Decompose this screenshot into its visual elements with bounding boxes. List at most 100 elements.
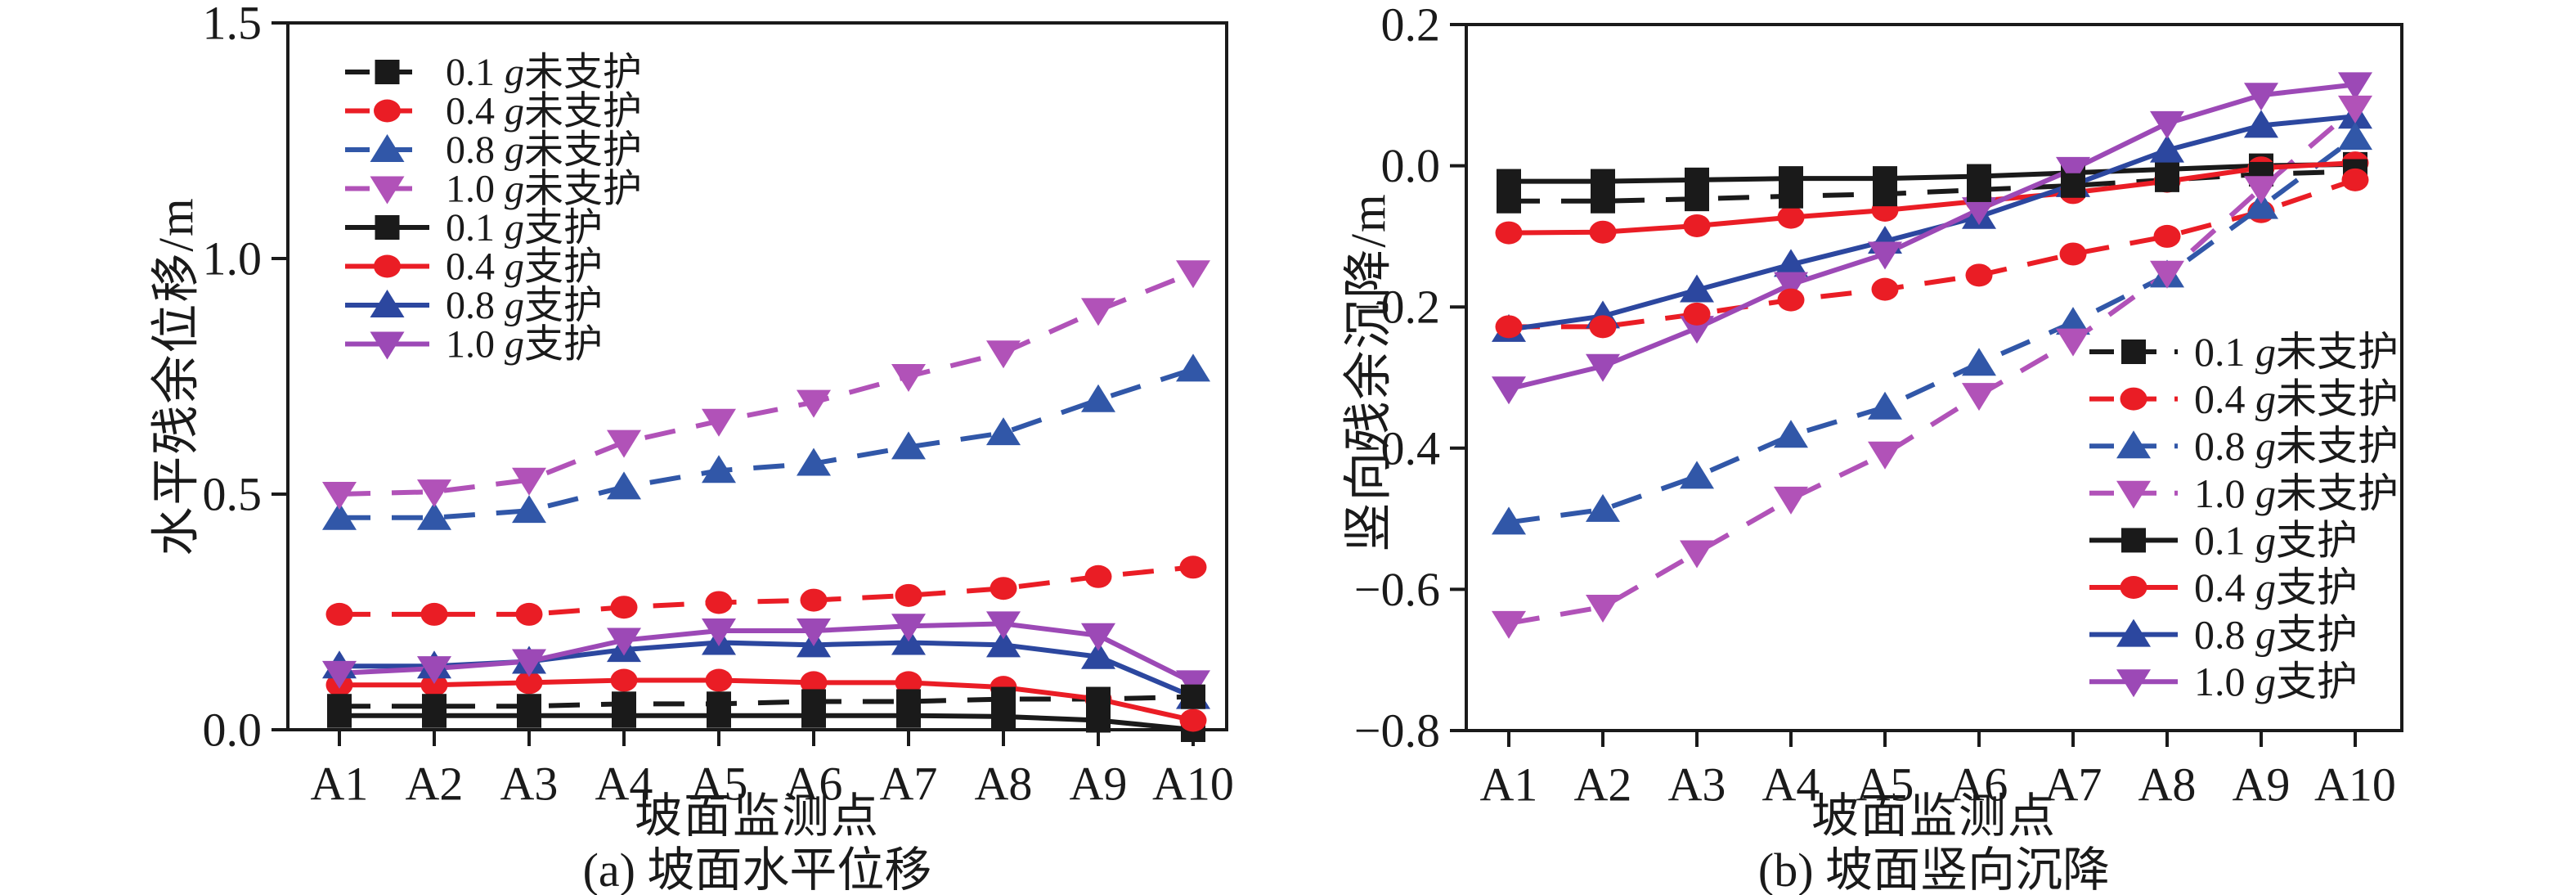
series-marker-0.8 g未支护 xyxy=(2056,307,2090,335)
series-line-0.8 g支护 xyxy=(339,640,1195,699)
series-marker-1.0 g支护 xyxy=(2056,156,2090,185)
series-marker-0.1 g未支护 xyxy=(801,689,826,714)
series-marker-0.4 g未支护 xyxy=(1871,277,1899,301)
series-marker-1.0 g未支护 xyxy=(702,408,736,437)
series-marker-0.8 g未支护 xyxy=(512,495,546,524)
chart-b-xtick-label: A9 xyxy=(2233,758,2291,812)
series-marker-1.0 g未支护 xyxy=(2244,176,2278,205)
series-marker-0.4 g支护 xyxy=(800,671,828,695)
series-marker-0.1 g未支护 xyxy=(1591,188,1615,214)
legend-label-0.1 g未支护: 0.1 g未支护 xyxy=(446,51,642,94)
legend-marker-0.4 g支护 xyxy=(2120,576,2147,599)
series-marker-0.4 g未支护 xyxy=(325,602,353,626)
series-marker-0.8 g未支护 xyxy=(702,455,736,483)
series-marker-1.0 g未支护 xyxy=(512,467,546,496)
legend-marker-0.4 g未支护 xyxy=(374,99,401,123)
series-marker-1.0 g未支护 xyxy=(2338,95,2372,124)
series-marker-0.8 g未支护 xyxy=(891,431,926,460)
series-marker-0.4 g未支护 xyxy=(895,583,922,607)
chart-b-xtick-label: A8 xyxy=(2138,758,2197,812)
series-marker-0.4 g未支护 xyxy=(1683,302,1711,326)
chart-b-xtick-label: A4 xyxy=(1762,758,1820,812)
series-marker-0.4 g未支护 xyxy=(1589,315,1617,339)
series-line-0.4 g支护 xyxy=(339,677,1194,723)
series-marker-0.4 g支护 xyxy=(1589,220,1617,244)
chart-a-xtick-label: A2 xyxy=(406,758,464,811)
chart-a-ytick-label: 0.0 xyxy=(203,704,263,757)
series-marker-0.4 g未支护 xyxy=(705,591,733,614)
series-marker-0.4 g未支护 xyxy=(990,577,1017,600)
series-marker-1.0 g未支护 xyxy=(1176,260,1210,289)
series-marker-1.0 g未支护 xyxy=(1680,540,1714,569)
series-marker-0.1 g未支护 xyxy=(1779,183,1803,209)
series-marker-0.1 g未支护 xyxy=(327,694,352,719)
series-marker-0.8 g未支护 xyxy=(417,501,451,530)
series-marker-0.1 g未支护 xyxy=(1497,188,1521,214)
legend-label-0.1 g支护: 0.1 g支护 xyxy=(446,206,603,250)
series-marker-0.1 g未支护 xyxy=(1967,177,1991,202)
legend-marker-1.0 g未支护 xyxy=(2116,480,2151,509)
legend-marker-0.8 g未支护 xyxy=(2116,430,2151,459)
series-line-0.1 g支护 xyxy=(339,713,1194,732)
chart-b-ytick-label: −0.6 xyxy=(1354,563,1440,616)
series-marker-0.8 g未支护 xyxy=(797,448,831,476)
series-marker-0.4 g支护 xyxy=(515,671,543,695)
series-marker-1.0 g未支护 xyxy=(986,340,1021,369)
y-axis-label-a: 水平残余位移/m xyxy=(149,196,204,556)
series-marker-0.1 g未支护 xyxy=(1685,187,1709,212)
series-marker-0.8 g未支护 xyxy=(986,417,1021,446)
series-marker-0.4 g未支护 xyxy=(1495,315,1523,339)
legend-marker-0.4 g支护 xyxy=(374,254,401,278)
chart-a-xtick-label: A6 xyxy=(785,758,843,811)
legend-marker-0.1 g未支护 xyxy=(2121,340,2146,364)
series-marker-0.4 g支护 xyxy=(1179,708,1207,732)
series-marker-0.4 g支护 xyxy=(1495,221,1523,245)
series-line-0.4 g未支护 xyxy=(1509,178,2356,330)
series-marker-0.8 g支护 xyxy=(1680,274,1714,303)
chart-a-frame xyxy=(286,21,1228,731)
series-marker-0.1 g未支护 xyxy=(1181,684,1205,709)
chart-a-ytick-label: 1.0 xyxy=(203,232,263,286)
chart-a-xtick-label: A10 xyxy=(1152,758,1234,811)
series-line-0.8 g支护 xyxy=(1508,114,2356,332)
panel-caption-b: (b) 坡面竖向沉降 xyxy=(1757,843,2111,895)
series-marker-1.0 g未支护 xyxy=(1774,486,1808,515)
legend-marker-1.0 g支护 xyxy=(2116,669,2151,698)
series-marker-0.8 g未支护 xyxy=(1492,506,1526,535)
legend-label-1.0 g支护: 1.0 g支护 xyxy=(2194,659,2358,704)
series-marker-0.1 g未支护 xyxy=(2155,167,2179,192)
series-marker-0.1 g未支护 xyxy=(1086,686,1111,712)
chart-b-xtick-label: A3 xyxy=(1668,758,1726,812)
legend-label-0.4 g支护: 0.4 g支护 xyxy=(2194,564,2358,610)
series-line-0.1 g未支护 xyxy=(339,694,1194,709)
chart-b-vertical-settlement: 0.2 0.0 −0.2 −0.4 −0.6 −0.8 A1 A2 A3 A4 A5 A6 A7 A8 A9… xyxy=(1354,0,2403,812)
series-marker-1.0 g支护 xyxy=(1774,272,1808,300)
series-marker-0.8 g未支护 xyxy=(607,471,641,500)
legend-label-0.4 g未支护: 0.4 g未支护 xyxy=(2194,376,2399,422)
panel-caption-a: (a) 坡面水平位移 xyxy=(582,843,932,895)
chart-a-xtick-label: A5 xyxy=(690,758,748,811)
series-marker-0.8 g未支护 xyxy=(2244,191,2278,219)
series-line-0.8 g未支护 xyxy=(1508,135,2357,525)
chart-a-horizontal-displacement: 0.0 0.5 1.0 1.5 A1 A2 A3 A4 A5 A6 A7 A8 A9 A10 0.1 g未支… xyxy=(203,0,1234,811)
series-marker-0.1 g未支护 xyxy=(612,691,636,717)
chart-b-xtick-label: A2 xyxy=(1574,758,1632,812)
series-marker-0.4 g未支护 xyxy=(800,588,828,612)
series-marker-0.4 g未支护 xyxy=(2153,224,2181,248)
series-marker-0.4 g未支护 xyxy=(2341,168,2369,191)
series-marker-0.4 g未支护 xyxy=(420,602,448,626)
legend-marker-0.1 g支护 xyxy=(2121,528,2146,553)
series-marker-0.4 g支护 xyxy=(895,671,922,695)
series-marker-0.8 g支护 xyxy=(2150,134,2184,163)
legend-label-1.0 g支护: 1.0 g支护 xyxy=(446,322,603,366)
chart-b-ytick-label: −0.8 xyxy=(1354,704,1440,758)
series-marker-1.0 g未支护 xyxy=(2056,328,2090,357)
chart-a-ytick-label: 0.5 xyxy=(203,468,263,521)
legend-label-0.4 g未支护: 0.4 g未支护 xyxy=(446,89,642,133)
legend-label-0.8 g支护: 0.8 g支护 xyxy=(446,284,603,327)
series-marker-0.4 g支护 xyxy=(1777,205,1805,229)
series-marker-0.1 g未支护 xyxy=(2061,173,2085,198)
series-marker-1.0 g支护 xyxy=(607,627,641,656)
series-marker-0.8 g未支护 xyxy=(322,501,357,530)
